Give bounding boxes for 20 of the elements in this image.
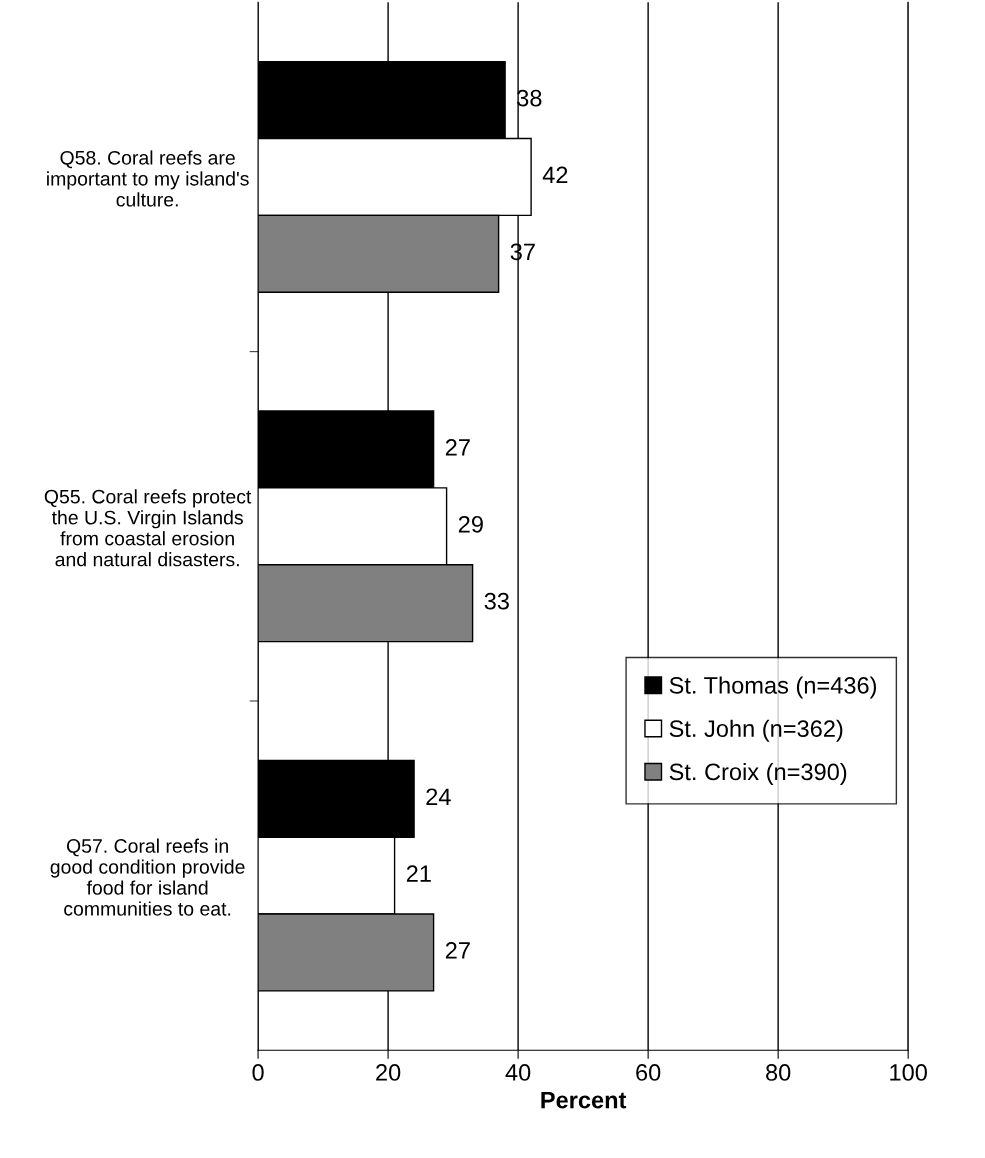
x-tick-label: 100 xyxy=(890,1064,927,1081)
data-label: 27 xyxy=(445,439,470,456)
data-label: 24 xyxy=(426,788,451,805)
legend-label: St. Thomas (n=436) xyxy=(669,676,877,699)
data-label: 29 xyxy=(458,515,483,533)
legend-label: St. John (n=362) xyxy=(669,719,843,742)
x-tick-label: 40 xyxy=(505,1064,531,1081)
y-tick-label: Q55. Coral reefs protect the U.S. Virgin Islands from coastal erosion and natural disasters. xyxy=(44,489,252,567)
data-label: 42 xyxy=(542,166,568,184)
data-label: 33 xyxy=(484,592,509,610)
x-axis-title: Percent xyxy=(541,1091,627,1109)
x-tick-label: 80 xyxy=(766,1064,791,1081)
legend-label: St. Croix (n=390) xyxy=(669,762,847,785)
x-tick-label: 60 xyxy=(636,1064,661,1081)
y-tick-label: Q57. Coral reefs in good condition provide food for island communities to eat. xyxy=(50,838,245,916)
x-tick-label: 0 xyxy=(252,1064,264,1081)
data-label: 27 xyxy=(445,942,470,959)
x-tick-label: 20 xyxy=(376,1064,401,1081)
y-tick-label: Q58. Coral reefs are important to my island's culture. xyxy=(47,150,249,207)
data-label: 21 xyxy=(406,865,431,882)
